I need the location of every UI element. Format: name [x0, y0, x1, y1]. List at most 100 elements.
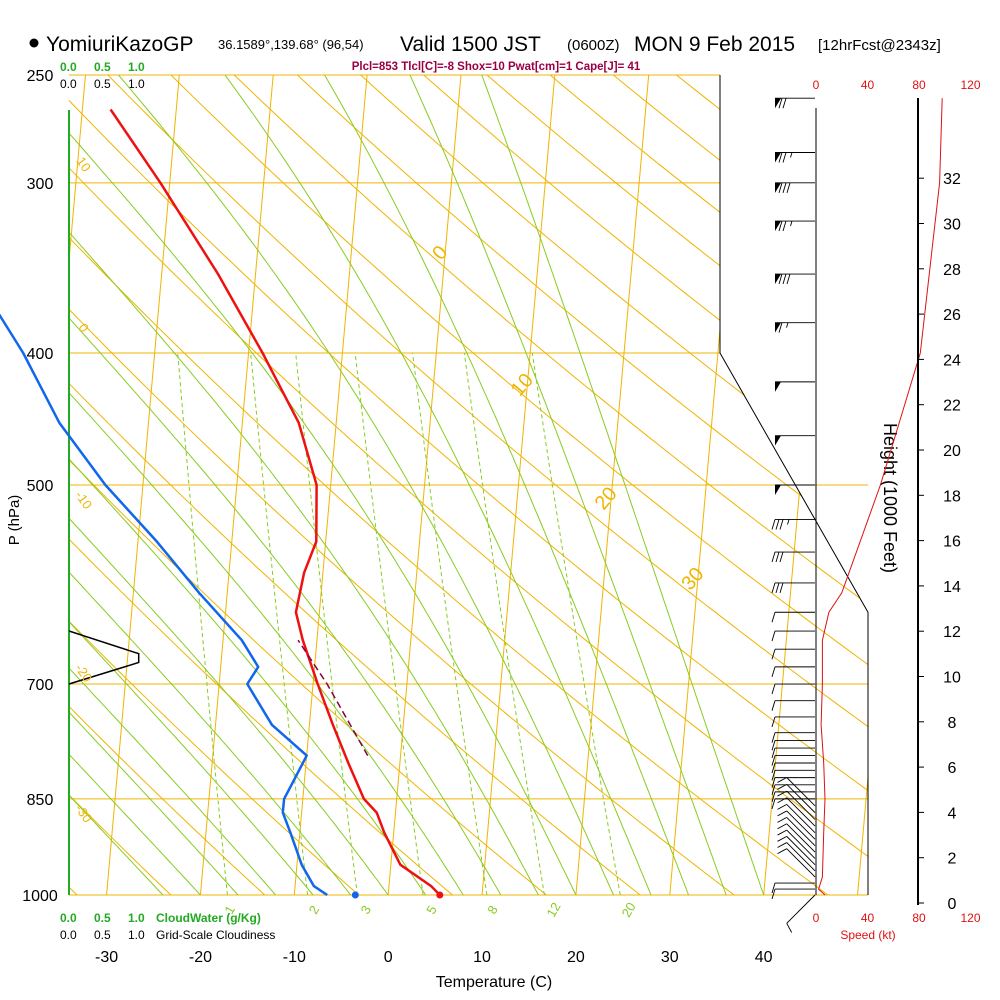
dry-adiabat-390	[360, 75, 868, 895]
dry-adiabat-340	[69, 75, 868, 895]
height-tick-label-30: 30	[943, 217, 961, 234]
wind-barb-27	[771, 683, 815, 695]
dry-adiabat-label-0: 0	[75, 321, 91, 336]
wind-barb-16	[771, 791, 815, 802]
wind-barb-41	[775, 182, 815, 193]
wind-barb-12	[777, 790, 816, 820]
wind-barb-19	[771, 769, 815, 781]
height-tick-label-16: 16	[943, 534, 961, 551]
p-tick-label-850: 850	[27, 792, 54, 809]
speed-tick-bottom-120: 120	[960, 911, 980, 925]
cw-tick-top-0: 0.0	[60, 60, 77, 74]
x-axis-label: Temperature (C)	[436, 974, 552, 991]
speed-tick-top-80: 80	[912, 78, 926, 92]
isotherm--30	[106, 75, 180, 895]
dry-adiabat-270	[69, 75, 359, 895]
station-bullet-icon	[29, 38, 39, 48]
utc-time: (0600Z)	[567, 37, 620, 54]
mixing-ratio-1	[177, 352, 228, 895]
moist-adiabat-0	[69, 75, 389, 895]
t-tick-label--30: -30	[95, 949, 118, 966]
y-axis-label: P (hPa)	[6, 495, 23, 546]
wind-barbs	[771, 97, 816, 933]
isotherm-label-30: 30	[677, 563, 708, 594]
wind-barb-3	[777, 848, 816, 878]
height-tick-label-20: 20	[943, 443, 961, 460]
wind-barb-18	[771, 777, 815, 788]
moist-adiabat-24	[118, 75, 614, 895]
wind-barb-40	[775, 220, 815, 232]
wind-barb-17	[771, 784, 815, 795]
moist-adiabat-4	[69, 75, 427, 895]
height-tick-label-14: 14	[943, 579, 961, 596]
wind-barb-22	[771, 747, 815, 759]
valid-time: Valid 1500 JST	[400, 33, 541, 56]
dry-adiabat-330	[69, 75, 868, 895]
wind-barb-31	[771, 611, 815, 623]
wind-barb-5	[777, 835, 816, 865]
sfc-dewpoint-marker	[351, 891, 359, 899]
dry-adiabat-360	[170, 75, 868, 895]
cloud-profile	[68, 630, 140, 685]
wind-barb-29	[771, 648, 815, 660]
t-tick-label-0: 0	[384, 949, 393, 966]
mixing-ratio-2	[250, 352, 309, 895]
wind-barb-15	[771, 798, 815, 809]
height-tick-label-6: 6	[948, 760, 957, 777]
wind-barb-42	[775, 152, 815, 163]
wind-barb-36	[775, 435, 815, 446]
wind-barb-1	[771, 888, 815, 900]
wind-barb-38	[775, 322, 815, 333]
moist-adiabat-20	[69, 75, 577, 895]
cw-tick-bottom-1: 0.5	[94, 911, 111, 925]
sounding-series	[0, 108, 444, 899]
wind-barb-35	[775, 484, 815, 495]
p-tick-label-700: 700	[27, 677, 54, 694]
moist-adiabat-40	[481, 75, 765, 895]
height-tick-label-18: 18	[943, 488, 961, 505]
wind-barb-2	[771, 882, 815, 894]
p-tick-label-500: 500	[27, 478, 54, 495]
moist-adiabat--4	[69, 75, 351, 895]
cc-tick-top-1: 0.5	[94, 77, 111, 91]
wind-barb-28	[771, 666, 815, 678]
moist-adiabat-12	[69, 75, 502, 895]
dry-adiabat-380	[297, 75, 868, 895]
moist-adiabat--24	[69, 75, 164, 895]
dry-adiabat-310	[69, 75, 735, 895]
isotherm--20	[199, 75, 274, 895]
mixing-ratio-label-5: 5	[423, 903, 440, 917]
stability-indices: Plcl=853 Tlcl[C]=-8 Shox=10 Pwat[cm]=1 C…	[352, 61, 641, 73]
wind-barb-21	[771, 755, 815, 766]
mixing-ratio-5	[354, 352, 424, 895]
p-tick-label-250: 250	[27, 68, 54, 85]
cc-tick-bottom-0: 0.0	[60, 928, 77, 942]
wind-barb-24	[771, 732, 815, 743]
t-tick-label-40: 40	[755, 949, 773, 966]
station-name: YomiuriKazoGP	[46, 33, 193, 56]
moist-adiabat--12	[69, 75, 276, 895]
wind-barb-25	[771, 716, 815, 728]
wind-barb-37	[775, 381, 815, 392]
dry-adiabat-480	[929, 75, 1000, 895]
t-tick-label--20: -20	[189, 949, 212, 966]
wind-barb-4	[777, 842, 816, 872]
height-tick-label-8: 8	[948, 715, 957, 732]
dry-adiabat-260	[69, 75, 266, 895]
wind-barb-8	[777, 816, 816, 846]
height-tick-label-10: 10	[943, 670, 961, 687]
dry-adiabat-label--10: -10	[72, 488, 95, 512]
t-tick-label-30: 30	[661, 949, 679, 966]
moist-adiabat--8	[69, 75, 314, 895]
p-tick-label-300: 300	[27, 176, 54, 193]
isotherm-10	[481, 75, 556, 895]
temperature-line	[109, 108, 441, 896]
dry-adiabat-370	[233, 75, 868, 895]
wind-barb-23	[771, 739, 815, 751]
cc-tick-bottom-2: 1.0	[128, 928, 145, 942]
forecast-date: MON 9 Feb 2015	[634, 33, 795, 56]
isotherm-20	[575, 75, 650, 895]
